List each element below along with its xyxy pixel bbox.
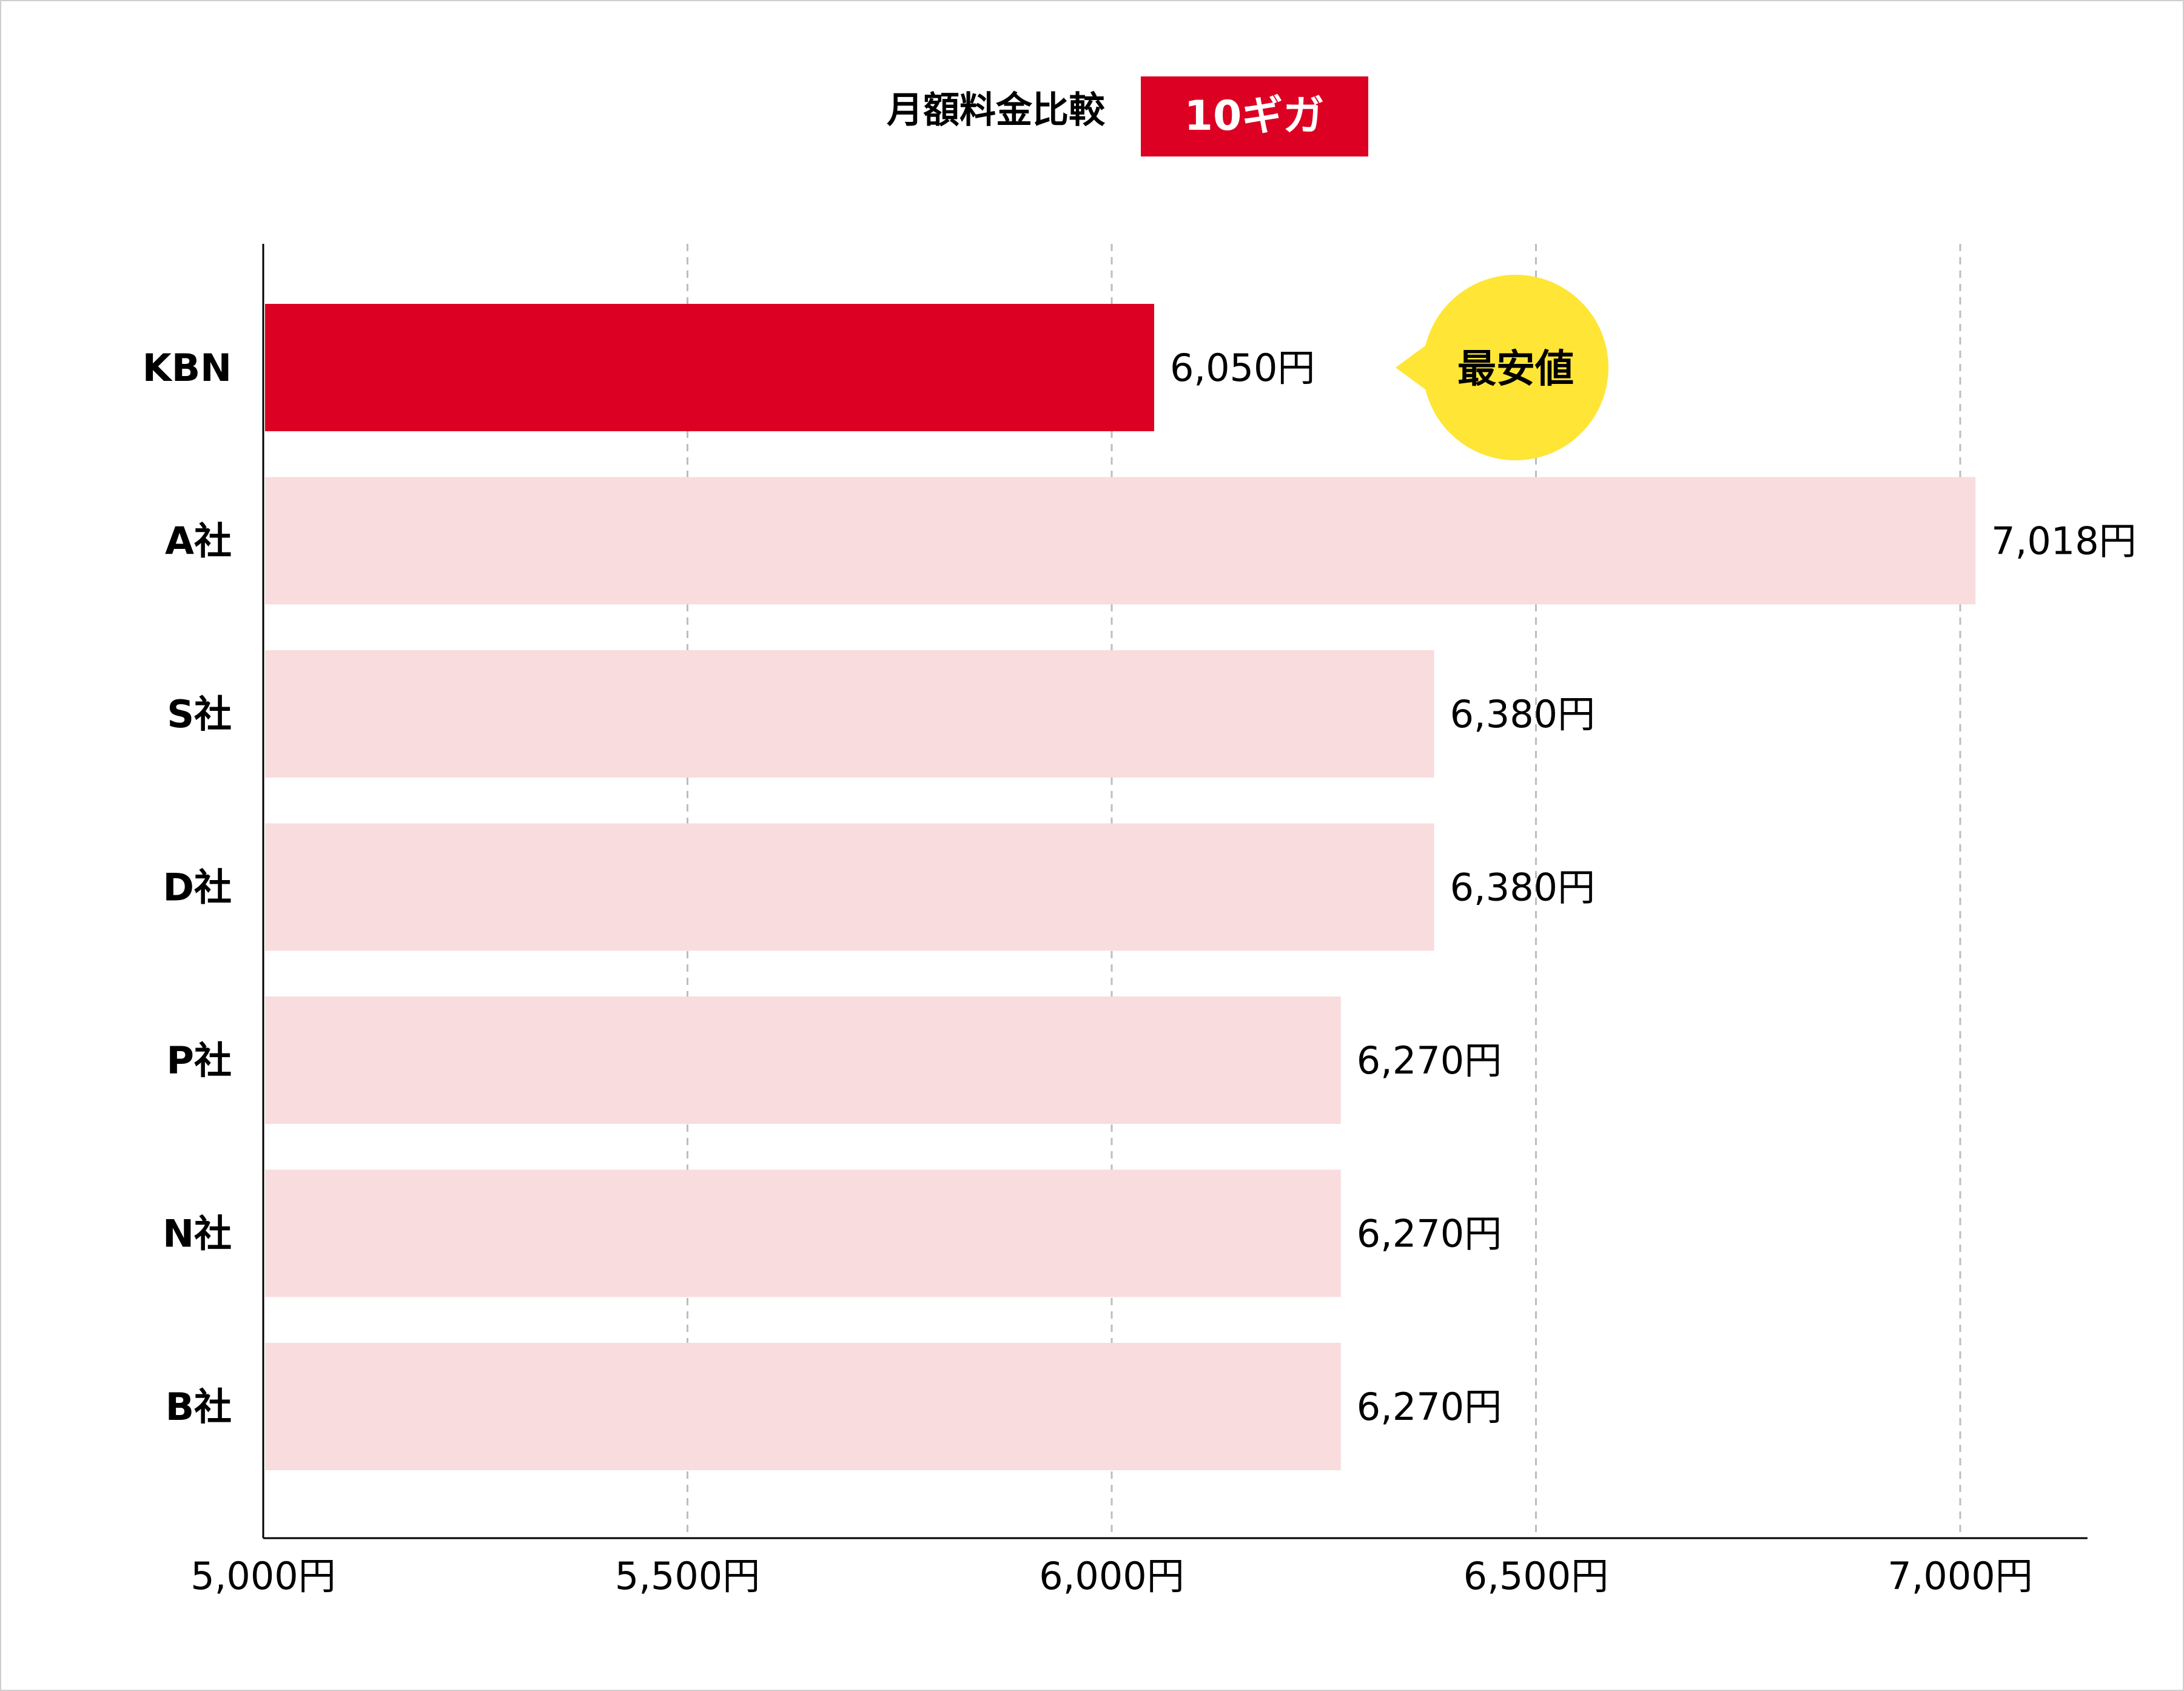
value-label: 6,380円: [1450, 866, 1596, 910]
bar: [265, 650, 1434, 778]
y-axis-label: P社: [167, 1038, 232, 1083]
bars: [265, 304, 1976, 1470]
callout-text: 最安値: [1457, 347, 1574, 392]
callout-bubble: [1423, 275, 1608, 460]
value-label: 6,270円: [1357, 1212, 1502, 1256]
title-badge: [1141, 76, 1368, 156]
y-axis-label: D社: [163, 866, 232, 910]
y-axis-labels: KBN A社 S社 D社 P社 N社 B社: [143, 346, 232, 1429]
bar: [265, 1343, 1341, 1470]
y-axis-label: S社: [167, 692, 232, 736]
bar: [265, 477, 1976, 605]
value-label: 6,270円: [1357, 1385, 1502, 1429]
value-label: 7,018円: [1991, 519, 2137, 563]
y-axis-label: A社: [165, 519, 232, 563]
cheapest-callout: 最安値: [1396, 275, 1608, 460]
x-tick-label: 6,500円: [1463, 1554, 1609, 1598]
x-axis-tick-labels: 5,000円 5,500円 6,000円 6,500円 7,000円: [190, 1554, 2033, 1598]
x-tick-label: 5,500円: [615, 1554, 761, 1598]
x-tick-label: 6,000円: [1039, 1554, 1184, 1598]
value-labels: 6,050円 7,018円 6,380円 6,380円 6,270円 6,270円 6,27…: [1170, 346, 2137, 1429]
bar: [265, 1169, 1341, 1297]
value-label: 6,270円: [1357, 1038, 1502, 1083]
y-axis-label: KBN: [143, 346, 232, 390]
axes: [262, 244, 2088, 1539]
bar: [265, 823, 1434, 951]
bar: [265, 997, 1341, 1124]
value-label: 6,050円: [1170, 346, 1315, 390]
chart-header: 月額料金比較 10ギガ: [887, 76, 1368, 156]
value-label: 6,380円: [1450, 692, 1596, 736]
x-tick-label: 5,000円: [190, 1554, 336, 1598]
chart-title: 月額料金比較: [887, 89, 1106, 132]
y-axis-label: B社: [166, 1385, 232, 1429]
title-badge-text: 10ギガ: [1184, 92, 1325, 140]
x-tick-label: 7,000円: [1887, 1554, 2033, 1598]
y-axis-label: N社: [163, 1212, 232, 1256]
bar: [265, 304, 1154, 431]
